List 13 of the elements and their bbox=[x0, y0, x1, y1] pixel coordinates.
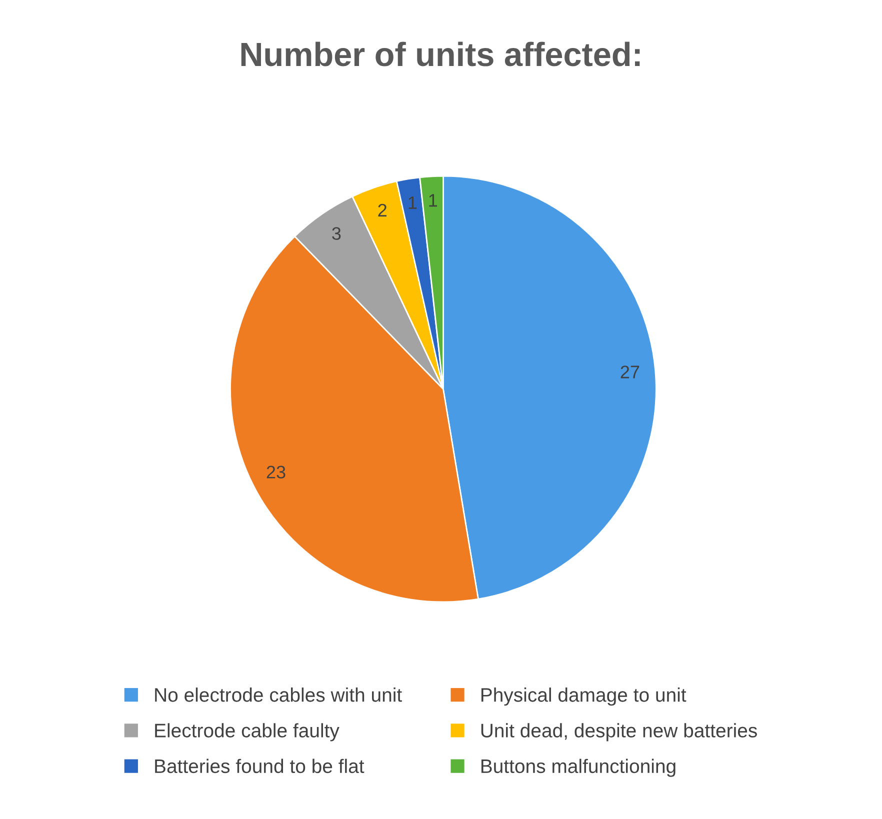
data-label: 23 bbox=[266, 466, 286, 478]
legend-label: Unit dead, despite new batteries bbox=[481, 723, 757, 742]
legend-label: No electrode cables with unit bbox=[155, 688, 402, 702]
data-label: 2 bbox=[378, 204, 386, 216]
data-label: 27 bbox=[620, 366, 640, 378]
data-label: 1 bbox=[429, 194, 438, 207]
legend-label: Batteries found to be flat bbox=[155, 758, 364, 774]
data-label: 3 bbox=[332, 227, 341, 240]
legend-label: Electrode cable faulty bbox=[155, 723, 340, 742]
legend-label: Buttons malfunctioning bbox=[481, 758, 676, 777]
data-label: 1 bbox=[408, 196, 416, 209]
legend-label: Physical damage to unit bbox=[481, 688, 686, 706]
chart-title: Number of units affected: bbox=[241, 42, 640, 66]
